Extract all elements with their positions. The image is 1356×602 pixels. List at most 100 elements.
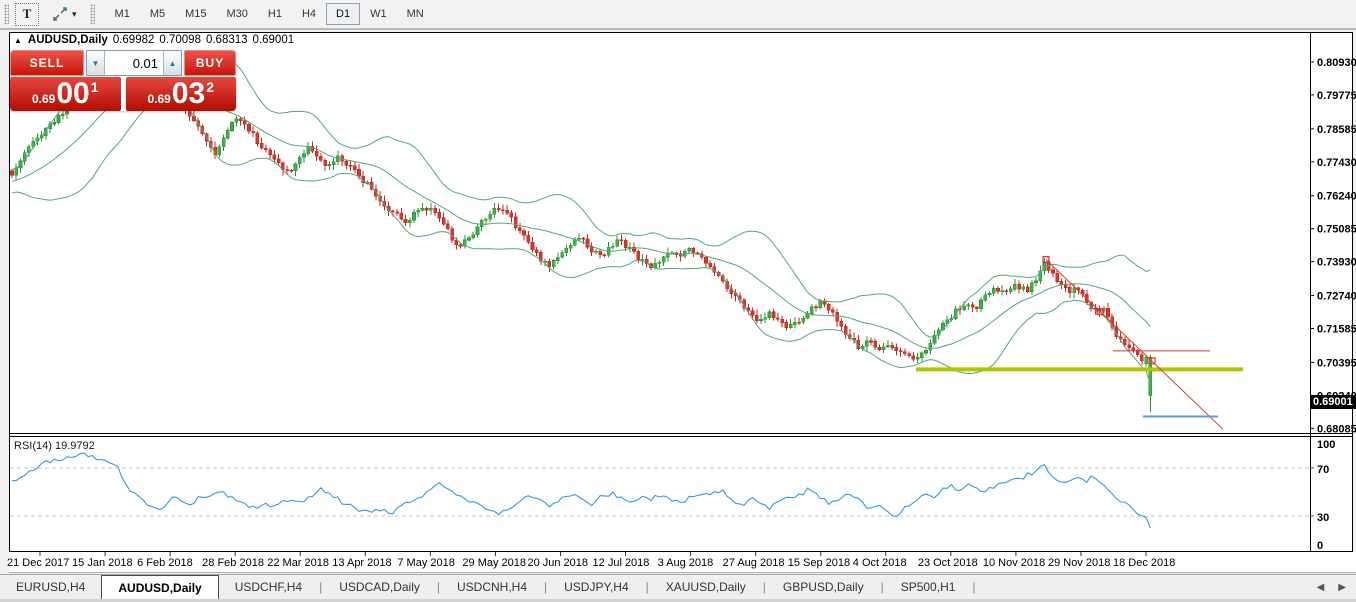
timeframe-group: M1 M5 M15 M30 H1 H4 D1 W1 MN <box>105 3 434 25</box>
time-tick-label: 15 Sep 2018 <box>788 557 850 569</box>
axes-layer <box>9 32 1356 573</box>
time-tick-label: 18 Dec 2018 <box>1113 557 1175 569</box>
timeframe-h1[interactable]: H1 <box>267 8 282 20</box>
time-tick-label: 4 Oct 2018 <box>853 557 907 569</box>
descending-trendline[interactable] <box>1045 259 1224 430</box>
tab-separator: | <box>645 580 649 594</box>
tab-usdcad-daily[interactable]: USDCAD,Daily <box>339 580 420 594</box>
sell-label: SELL <box>29 56 65 70</box>
time-tick-label: 23 Oct 2018 <box>918 557 978 569</box>
time-tick-label: 22 Mar 2018 <box>267 557 329 569</box>
tab-gbpusd-daily[interactable]: GBPUSD,Daily <box>782 580 864 594</box>
tab-xauusd-daily[interactable]: XAUUSD,Daily <box>665 580 746 594</box>
price-tick-label: 0.72740 <box>1317 291 1356 303</box>
time-tick-label: 12 Jul 2018 <box>593 557 650 569</box>
time-tick-label: 15 Jan 2018 <box>72 557 133 569</box>
text-tool-label: T <box>22 6 32 21</box>
time-tick-label: 13 Apr 2018 <box>332 557 391 569</box>
tab-separator: | <box>436 580 440 594</box>
tab-sp500-h1[interactable]: SP500,H1 <box>900 580 956 594</box>
time-tick-label: 27 Aug 2018 <box>723 557 785 569</box>
timeframe-m1[interactable]: M1 <box>114 8 130 20</box>
volume-stepper: ▼ 0.01 ▲ <box>86 50 182 76</box>
price-tick-label: 0.75085 <box>1317 224 1356 236</box>
bid-price-small: 0.69 <box>31 91 56 106</box>
rsi-pane[interactable] <box>10 452 1310 529</box>
price-tick-label: 0.77430 <box>1317 157 1356 169</box>
trendline-anchor-marker[interactable] <box>1148 357 1156 365</box>
timeframe-h4[interactable]: H4 <box>301 8 317 20</box>
chart-tab-bar: EURUSD,H4 AUDUSD,Daily USDCHF,H4 | USDCAD,Da… <box>0 574 1356 602</box>
ask-quote-button[interactable]: 0.69 03 2 <box>125 77 236 111</box>
timeframe-m5[interactable]: M5 <box>149 8 166 20</box>
trendline-anchor-marker[interactable] <box>1096 307 1104 316</box>
tab-separator: | <box>544 580 548 594</box>
rsi-tick-label: 30 <box>1317 512 1329 524</box>
text-tool-button[interactable]: T <box>15 2 39 26</box>
current-price-badge: 0.69001 <box>1311 395 1356 409</box>
bollinger-lower-band <box>11 92 1151 384</box>
tab-usdchf-h4[interactable]: USDCHF,H4 <box>234 580 303 594</box>
price-tick-label: 0.68085 <box>1317 423 1356 435</box>
chevron-down-icon: ▾ <box>72 8 77 19</box>
timeframe-d1[interactable]: D1 <box>326 3 361 25</box>
rsi-line <box>11 452 1151 529</box>
tabs-scroll-right-icon[interactable]: ▶ <box>1338 581 1346 593</box>
bid-price-sup: 1 <box>90 79 99 95</box>
time-tick-label: 21 Dec 2017 <box>7 557 69 569</box>
rsi-tick-label: 100 <box>1317 439 1335 451</box>
rsi-indicator-label: RSI(14) 19.9792 <box>14 440 95 452</box>
cursor-mode-button[interactable]: ▾ <box>49 4 80 24</box>
ohlc-close: 0.69001 <box>252 34 295 46</box>
tab-separator: | <box>319 580 323 594</box>
toolbar-grip[interactable] <box>4 4 9 24</box>
price-tick-label: 0.80930 <box>1317 57 1356 69</box>
tab-separator: | <box>880 580 884 594</box>
volume-decrease-button[interactable]: ▼ <box>87 51 105 75</box>
chart-header: ▲ AUDUSD,Daily 0.69982 0.70098 0.68313 0… <box>14 34 294 46</box>
time-tick-label: 20 Jun 2018 <box>527 557 588 569</box>
time-axis[interactable]: 21 Dec 2017 15 Jan 2018 6 Feb 2018 28 Feb 2… <box>7 552 1175 569</box>
volume-increase-button[interactable]: ▲ <box>163 51 181 75</box>
tab-audusd-daily[interactable]: AUDUSD,Daily <box>101 575 219 599</box>
time-tick-label: 29 May 2018 <box>462 557 526 569</box>
toolbar-separator-grip[interactable] <box>89 4 95 24</box>
price-tick-label: 0.78585 <box>1317 124 1356 136</box>
timeframe-w1[interactable]: W1 <box>370 8 387 20</box>
price-tick-label: 0.76240 <box>1317 191 1356 203</box>
bid-price-big: 00 <box>56 77 90 110</box>
time-tick-label: 7 May 2018 <box>397 557 454 569</box>
tab-usdjpy-h4[interactable]: USDJPY,H4 <box>564 580 629 594</box>
one-click-trading-panel: SELL ▼ 0.01 ▲ BUY 0.69 00 1 0.69 03 2 <box>10 50 236 111</box>
trendline-anchor-marker[interactable] <box>1042 256 1050 264</box>
toolbar: T ▾ M1 M5 M15 M30 H1 H4 D1 W1 MN <box>0 0 1356 30</box>
price-tick-label: 0.79775 <box>1317 90 1356 102</box>
sell-button[interactable]: SELL <box>10 50 84 76</box>
tab-usdcnh-h4[interactable]: USDCNH,H4 <box>457 580 528 594</box>
tab-eurusd-h4[interactable]: EURUSD,H4 <box>16 580 86 594</box>
price-tick-label: 0.73930 <box>1317 257 1356 269</box>
tabs-scroll-left-icon[interactable]: ◀ <box>1316 581 1325 593</box>
price-tick-label: 0.71585 <box>1317 323 1356 335</box>
cursor-mode-icon <box>53 7 67 21</box>
timeframe-m15[interactable]: M15 <box>185 8 207 20</box>
timeframe-mn[interactable]: MN <box>406 8 424 20</box>
rsi-tick-label: 70 <box>1317 464 1329 476</box>
ask-price-big: 03 <box>171 77 206 110</box>
time-tick-label: 10 Nov 2018 <box>983 557 1045 569</box>
buy-label: BUY <box>195 56 225 70</box>
price-tick-label: 0.70395 <box>1317 357 1356 369</box>
time-tick-label: 3 Aug 2018 <box>658 557 714 569</box>
time-tick-label: 28 Feb 2018 <box>202 557 264 569</box>
buy-button[interactable]: BUY <box>184 50 236 76</box>
ohlc-open: 0.69982 <box>112 34 155 46</box>
ohlc-low: 0.68313 <box>205 34 248 46</box>
timeframe-m30[interactable]: M30 <box>226 8 248 20</box>
time-tick-label: 6 Feb 2018 <box>137 557 193 569</box>
bid-quote-button[interactable]: 0.69 00 1 <box>10 77 121 111</box>
tab-separator: | <box>972 580 976 594</box>
rsi-axis[interactable]: 100 70 30 0 <box>1310 439 1335 552</box>
ohlc-high: 0.70098 <box>159 34 201 46</box>
volume-value[interactable]: 0.01 <box>132 55 158 71</box>
